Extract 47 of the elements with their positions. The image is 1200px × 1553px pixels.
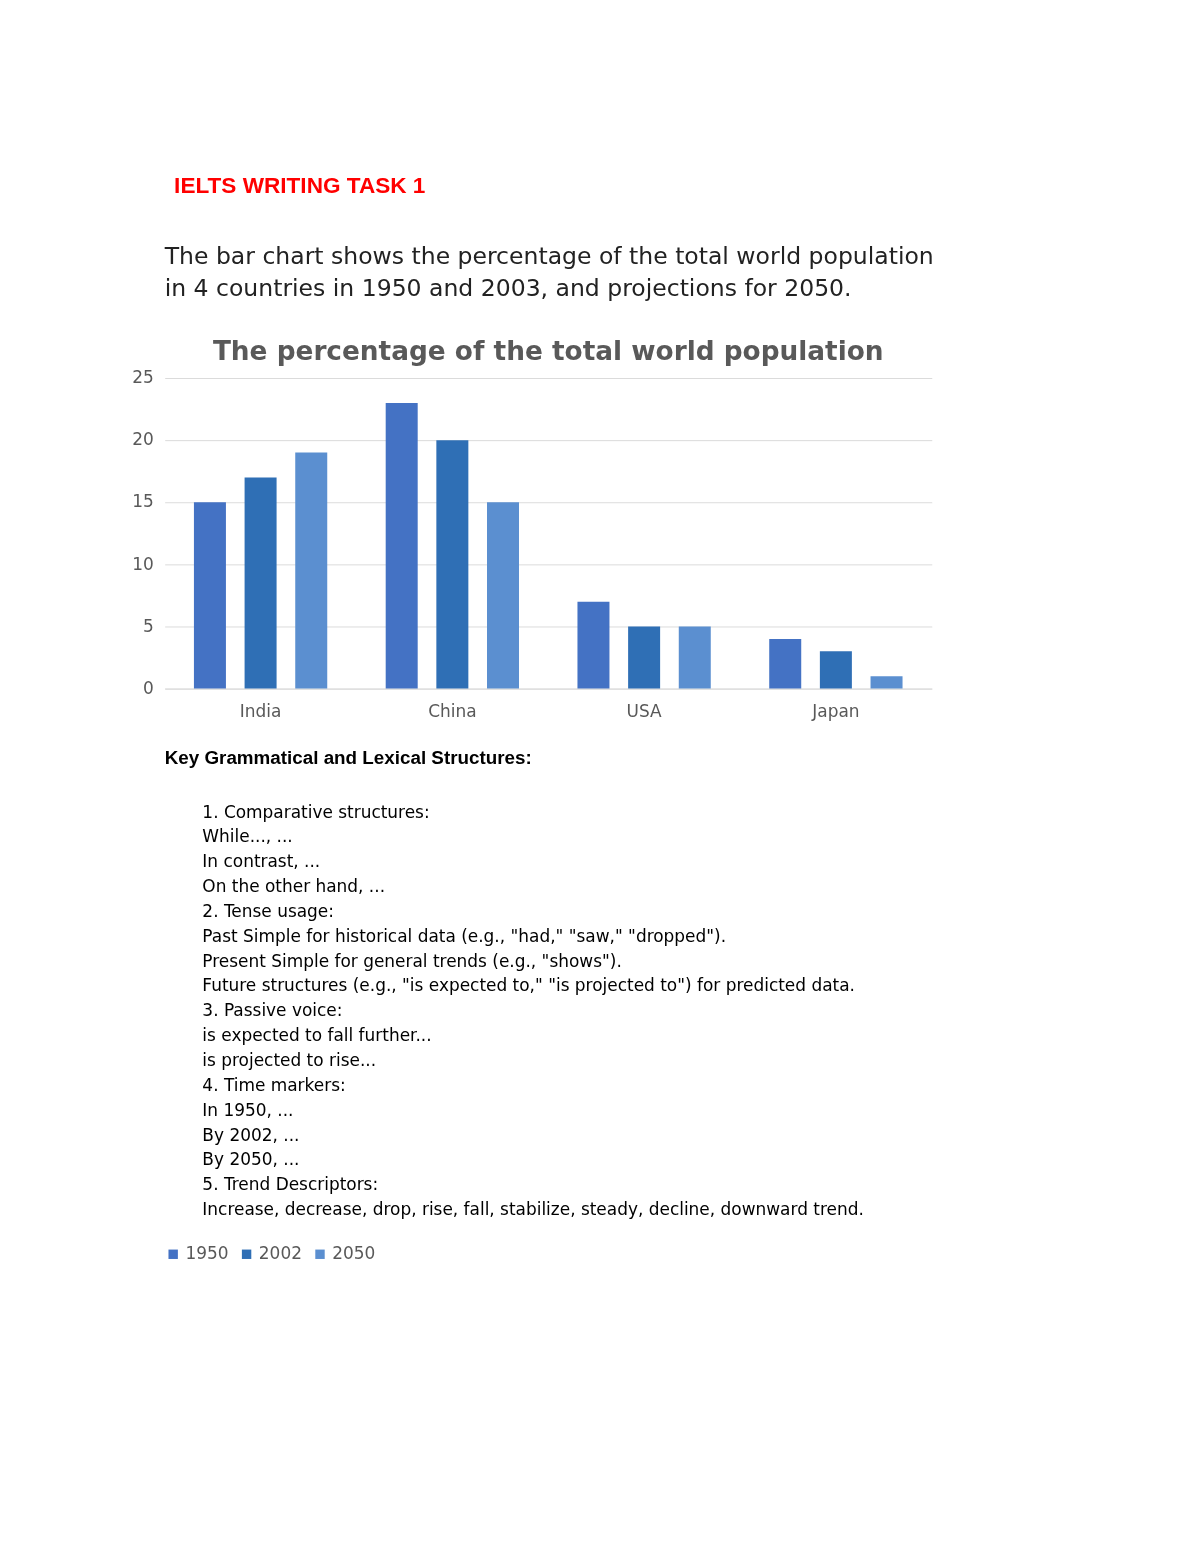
text: 1. Comparative structures:: [202, 801, 430, 822]
text: On the other hand, ...: [202, 876, 386, 897]
x-tick-label: Japan: [811, 701, 860, 722]
bar: [628, 626, 661, 689]
bar: [295, 452, 328, 689]
text: Present Simple for general trends (e.g., "shows").: [202, 950, 622, 971]
text: IELTS WRITING TASK 1: [174, 172, 426, 198]
bar: [487, 502, 520, 689]
bar: [244, 477, 277, 689]
text: 2. Tense usage:: [202, 900, 334, 921]
bar: [577, 601, 610, 689]
text: The bar chart shows the percentage of the total world population: [163, 242, 934, 271]
text: While..., ...: [202, 826, 293, 847]
y-tick-label: 10: [132, 553, 154, 574]
bar: [678, 626, 711, 689]
bar: [870, 676, 903, 689]
text: Past Simple for historical data (e.g., "had," "saw," "dropped").: [202, 925, 727, 946]
bar: [436, 440, 469, 689]
bar: [385, 402, 418, 689]
text: By 2002, ...: [202, 1124, 300, 1145]
y-tick-label: 0: [143, 677, 154, 698]
legend-label: 2050: [332, 1242, 376, 1263]
legend-label: 2002: [258, 1242, 302, 1263]
bar: [193, 502, 226, 689]
x-tick-label: USA: [626, 701, 663, 722]
y-tick-label: 20: [132, 429, 154, 450]
bar: [819, 651, 852, 689]
text: 3. Passive voice:: [202, 1000, 343, 1021]
text: In contrast, ...: [202, 851, 321, 872]
x-tick-label: India: [239, 701, 282, 722]
y-tick-label: 25: [132, 367, 154, 388]
text: Increase, decrease, drop, rise, fall, stabilize, steady, decline, downward trend.: [202, 1199, 864, 1220]
text: Future structures (e.g., "is expected to," "is projected to") for predicted data.: [202, 975, 855, 996]
legend-label: 1950: [185, 1242, 229, 1263]
text: By 2050, ...: [202, 1149, 300, 1170]
text: 5. Trend Descriptors:: [202, 1174, 379, 1195]
text: Key Grammatical and Lexical Structures:: [164, 746, 532, 768]
chart-title: The percentage of the total world population: [212, 336, 884, 367]
x-tick-label: China: [428, 701, 477, 722]
text: In 1950, ...: [202, 1099, 294, 1120]
bar: [769, 638, 802, 689]
text: is projected to rise...: [202, 1050, 377, 1071]
text: in 4 countries in 1950 and 2003, and projections for 2050.: [164, 274, 852, 303]
text: is expected to fall further...: [202, 1025, 432, 1046]
y-tick-label: 15: [132, 491, 154, 512]
text: 4. Time markers:: [202, 1074, 346, 1095]
y-tick-label: 5: [143, 615, 154, 636]
